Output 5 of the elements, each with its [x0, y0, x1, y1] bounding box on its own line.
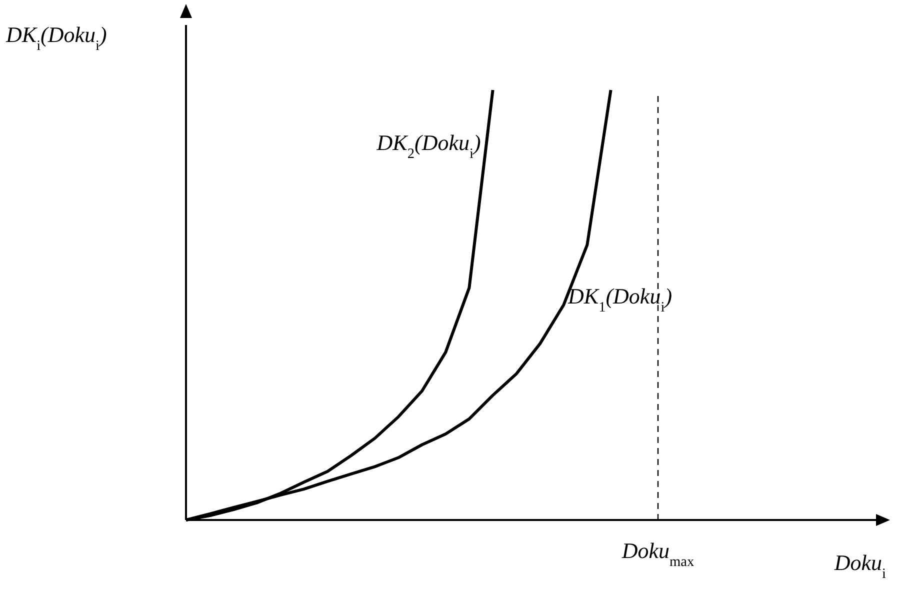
text: Doku$_{i}$ — [833, 550, 886, 582]
text: Doku$_{max}$ — [622, 538, 694, 570]
series-label: DK$_{1}$(Doku$_{i}$) — [567, 284, 672, 316]
series-label: DK$_{2}$(Doku$_{i}$) — [376, 130, 481, 162]
y-axis-title: DK$_{i}$(Doku$_{i}$) — [5, 22, 107, 54]
